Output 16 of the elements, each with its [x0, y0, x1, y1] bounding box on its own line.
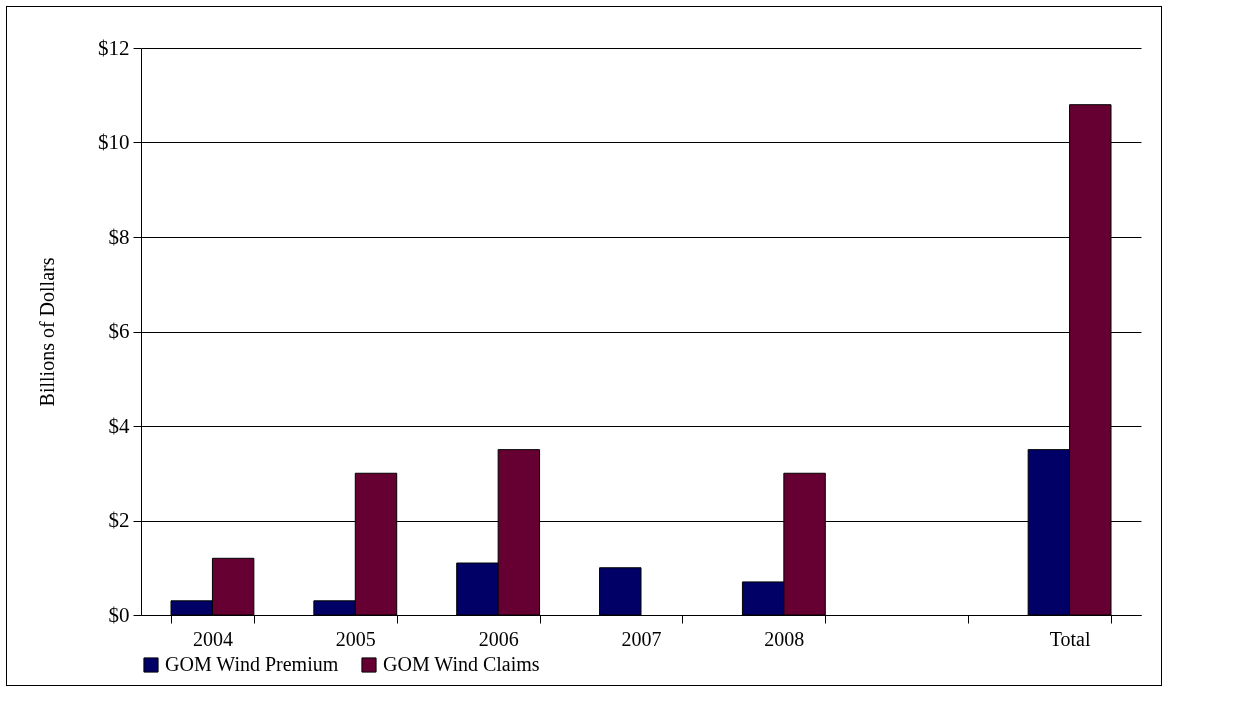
y-tick-label: $10: [98, 130, 130, 154]
legend-label: GOM Wind Premium: [165, 653, 339, 675]
x-tick-label: Total: [1049, 627, 1091, 650]
y-tick-label: $6: [108, 319, 130, 343]
y-tick-label: $4: [108, 413, 130, 438]
legend-label: GOM Wind Claims: [383, 653, 540, 675]
x-tick-label: 2008: [764, 627, 805, 650]
y-tick-label: $12: [98, 35, 130, 60]
y-tick-label: $8: [108, 224, 130, 249]
y-tick-label: $2: [108, 508, 130, 532]
y-axis-title: Billions of Dollars: [36, 257, 58, 407]
x-tick-label: 2007: [621, 627, 662, 650]
y-tick-label: $0: [108, 602, 130, 627]
x-tick-label: 2005: [335, 627, 376, 650]
x-tick-label: 2004: [192, 627, 233, 650]
x-tick-label: 2006: [478, 627, 519, 650]
